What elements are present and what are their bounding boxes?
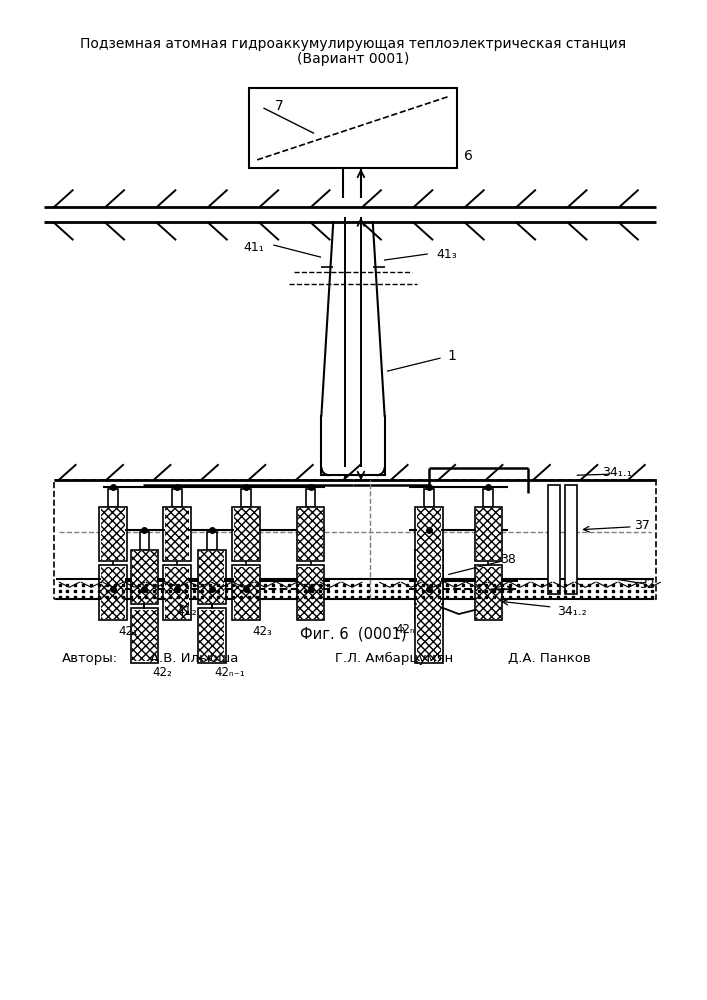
- Text: 37: 37: [633, 519, 650, 532]
- Text: 34₁.₂: 34₁.₂: [558, 605, 588, 618]
- Text: Авторы:: Авторы:: [62, 652, 117, 665]
- Bar: [415, 507, 443, 561]
- Bar: [198, 550, 226, 604]
- Bar: [206, 532, 216, 550]
- Bar: [415, 550, 443, 604]
- Bar: [54, 480, 656, 599]
- Bar: [476, 508, 501, 560]
- Bar: [108, 489, 118, 507]
- Bar: [165, 508, 189, 560]
- Bar: [415, 565, 443, 620]
- Bar: [250, 88, 457, 168]
- Bar: [233, 507, 260, 561]
- Bar: [99, 565, 127, 620]
- Text: 42₂: 42₂: [153, 666, 173, 679]
- Bar: [416, 508, 441, 560]
- Text: 32: 32: [638, 578, 655, 591]
- Text: 41₂: 41₂: [177, 605, 197, 618]
- Bar: [163, 507, 191, 561]
- Text: 42ₙ: 42ₙ: [396, 623, 415, 636]
- Bar: [424, 532, 434, 550]
- Text: 42ₙ₋₁: 42ₙ₋₁: [214, 666, 245, 679]
- Text: 6: 6: [464, 149, 473, 163]
- Bar: [241, 489, 251, 507]
- Bar: [173, 489, 182, 507]
- Bar: [165, 567, 189, 619]
- Bar: [131, 550, 158, 604]
- Text: 7: 7: [274, 99, 284, 113]
- Bar: [234, 567, 259, 619]
- Bar: [297, 565, 325, 620]
- Bar: [233, 565, 260, 620]
- Text: Подземная атомная гидроаккумулирующая теплоэлектрическая станция: Подземная атомная гидроаккумулирующая те…: [80, 37, 626, 51]
- Text: 38: 38: [501, 553, 516, 566]
- Bar: [297, 507, 325, 561]
- Bar: [163, 565, 191, 620]
- Bar: [199, 551, 224, 603]
- Text: (Вариант 0001): (Вариант 0001): [297, 52, 409, 66]
- Bar: [548, 485, 559, 594]
- Text: 1: 1: [448, 349, 456, 363]
- Bar: [416, 610, 441, 661]
- Bar: [415, 608, 443, 663]
- Bar: [484, 489, 493, 507]
- Bar: [139, 532, 149, 550]
- Bar: [199, 610, 224, 661]
- Bar: [132, 551, 157, 603]
- Text: 42₁: 42₁: [119, 625, 139, 638]
- Bar: [100, 508, 125, 560]
- Bar: [132, 610, 157, 661]
- Bar: [474, 565, 502, 620]
- Bar: [424, 489, 434, 507]
- Text: 34₁.₁: 34₁.₁: [602, 466, 632, 479]
- Text: 41₁: 41₁: [244, 241, 264, 254]
- Bar: [100, 567, 125, 619]
- Text: Г.Л. Амбарцумян: Г.Л. Амбарцумян: [335, 652, 453, 665]
- Bar: [131, 608, 158, 663]
- Bar: [566, 485, 578, 594]
- Bar: [416, 551, 441, 603]
- Bar: [234, 508, 259, 560]
- Bar: [298, 567, 323, 619]
- Bar: [416, 567, 441, 619]
- Text: 42₃: 42₃: [252, 625, 272, 638]
- Text: 41₃: 41₃: [436, 248, 457, 261]
- Bar: [198, 608, 226, 663]
- Bar: [99, 507, 127, 561]
- Bar: [474, 507, 502, 561]
- Text: Д.А. Панков: Д.А. Панков: [508, 652, 591, 665]
- Text: А.В. Ильюша: А.В. Ильюша: [151, 652, 239, 665]
- Bar: [305, 489, 315, 507]
- Bar: [298, 508, 323, 560]
- Bar: [476, 567, 501, 619]
- Text: Фиг. 6  (0001): Фиг. 6 (0001): [300, 626, 407, 641]
